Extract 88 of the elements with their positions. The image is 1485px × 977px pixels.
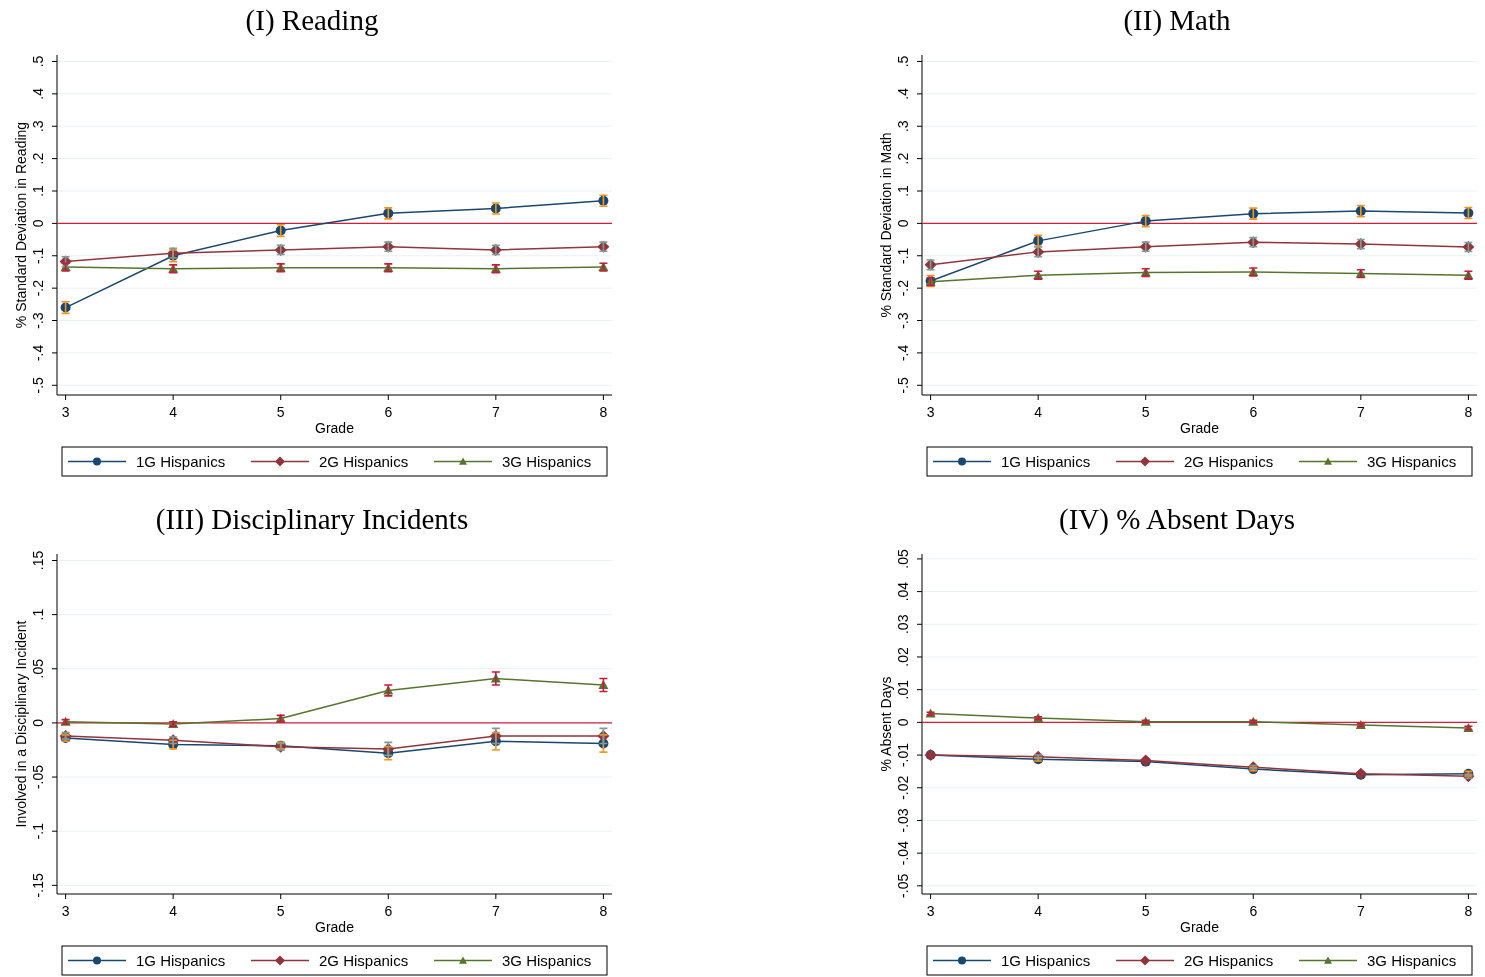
y-tick-label: .01 (895, 679, 911, 700)
x-tick-label: 6 (384, 404, 393, 420)
x-tick-label: 6 (1249, 404, 1258, 420)
x-axis-title: Grade (315, 420, 355, 436)
y-tick-label: .2 (30, 152, 46, 165)
legend-label: 1G Hispanics (136, 951, 226, 969)
x-tick-label: 8 (1464, 404, 1473, 420)
y-axis-title: % Absent Days (878, 676, 894, 772)
y-tick-label: -.05 (30, 764, 46, 790)
x-tick-label: 7 (491, 404, 500, 420)
y-tick-label: -.3 (30, 312, 46, 329)
y-tick-label: -.01 (895, 742, 911, 768)
y-tick-label: 0 (895, 219, 911, 228)
y-axis-title: % Standard Deviation in Reading (13, 121, 29, 329)
y-tick-label: .2 (895, 152, 911, 165)
x-tick-label: 5 (1141, 404, 1150, 420)
x-tick-label: 5 (276, 404, 285, 420)
x-axis-title: Grade (315, 919, 355, 935)
y-tick-label: -.2 (30, 279, 46, 297)
legend-label: 1G Hispanics (1001, 951, 1091, 969)
x-tick-label: 7 (491, 903, 500, 919)
x-axis-title: Grade (1180, 919, 1220, 935)
y-tick-label: .05 (30, 658, 46, 679)
x-tick-label: 8 (599, 404, 608, 420)
y-axis-title: % Standard Deviation in Math (878, 132, 894, 318)
y-tick-label: .3 (895, 120, 911, 133)
y-tick-label: -.02 (895, 775, 911, 800)
y-tick-label: .1 (30, 184, 46, 197)
y-tick-label: .4 (895, 87, 911, 100)
legend-label: 3G Hispanics (502, 951, 592, 969)
y-tick-label: -.5 (30, 376, 46, 394)
y-tick-label: .5 (30, 55, 46, 68)
y-tick-label: -.3 (895, 312, 911, 329)
y-tick-label: .5 (895, 55, 911, 68)
legend-label: 2G Hispanics (1184, 452, 1274, 470)
y-tick-label: 0 (30, 718, 46, 727)
y-tick-label: 0 (30, 219, 46, 228)
x-tick-label: 3 (926, 903, 935, 919)
x-tick-label: 4 (169, 404, 178, 420)
legend-label: 2G Hispanics (319, 951, 409, 969)
y-axis-title: Involved in a Disciplinary Incident (13, 620, 29, 828)
chart-title: (IV) % Absent Days (1059, 503, 1295, 536)
x-tick-label: 8 (1464, 903, 1473, 919)
x-tick-label: 6 (1249, 903, 1258, 919)
y-tick-label: -.5 (895, 376, 911, 394)
y-tick-label: -.4 (895, 344, 911, 362)
x-tick-label: 7 (1356, 903, 1365, 919)
x-tick-label: 5 (276, 903, 285, 919)
x-tick-label: 5 (1141, 903, 1150, 919)
x-tick-label: 3 (61, 903, 70, 919)
y-tick-label: .15 (30, 550, 46, 571)
y-tick-label: .02 (895, 647, 911, 667)
legend-label: 3G Hispanics (1367, 452, 1457, 470)
x-tick-label: 4 (169, 903, 178, 919)
chart-title: (II) Math (1123, 4, 1232, 37)
x-tick-label: 8 (599, 903, 608, 919)
y-tick-label: -.4 (30, 344, 46, 362)
legend-label: 2G Hispanics (1184, 951, 1274, 969)
x-tick-label: 7 (1356, 404, 1365, 420)
legend-label: 1G Hispanics (136, 452, 226, 470)
y-tick-label: .1 (30, 608, 46, 621)
x-tick-label: 4 (1034, 404, 1043, 420)
x-tick-label: 4 (1034, 903, 1043, 919)
y-tick-label: -.15 (30, 873, 46, 898)
y-tick-label: -.1 (30, 247, 46, 264)
y-tick-label: -.1 (30, 822, 46, 840)
x-tick-label: 6 (384, 903, 393, 919)
y-tick-label: .05 (895, 548, 911, 569)
y-tick-label: -.04 (895, 840, 911, 866)
chart-title: (I) Reading (245, 4, 379, 37)
y-tick-label: -.03 (895, 808, 911, 833)
y-tick-label: .04 (895, 581, 911, 602)
y-tick-label: .3 (30, 120, 46, 133)
y-tick-label: -.1 (895, 247, 911, 264)
y-tick-label: .1 (895, 184, 911, 197)
legend-label: 2G Hispanics (319, 452, 409, 470)
x-axis-title: Grade (1180, 420, 1220, 436)
y-tick-label: 0 (895, 718, 911, 727)
x-tick-label: 3 (61, 404, 70, 420)
y-tick-label: -.05 (895, 873, 911, 898)
legend-label: 3G Hispanics (1367, 951, 1457, 969)
legend-label: 1G Hispanics (1001, 452, 1091, 470)
chart-title: (III) Disciplinary Incidents (155, 503, 469, 536)
y-tick-label: -.2 (895, 279, 911, 297)
y-tick-label: .4 (30, 87, 46, 100)
x-tick-label: 3 (926, 404, 935, 420)
y-tick-label: .03 (895, 614, 911, 635)
legend-label: 3G Hispanics (502, 452, 592, 470)
